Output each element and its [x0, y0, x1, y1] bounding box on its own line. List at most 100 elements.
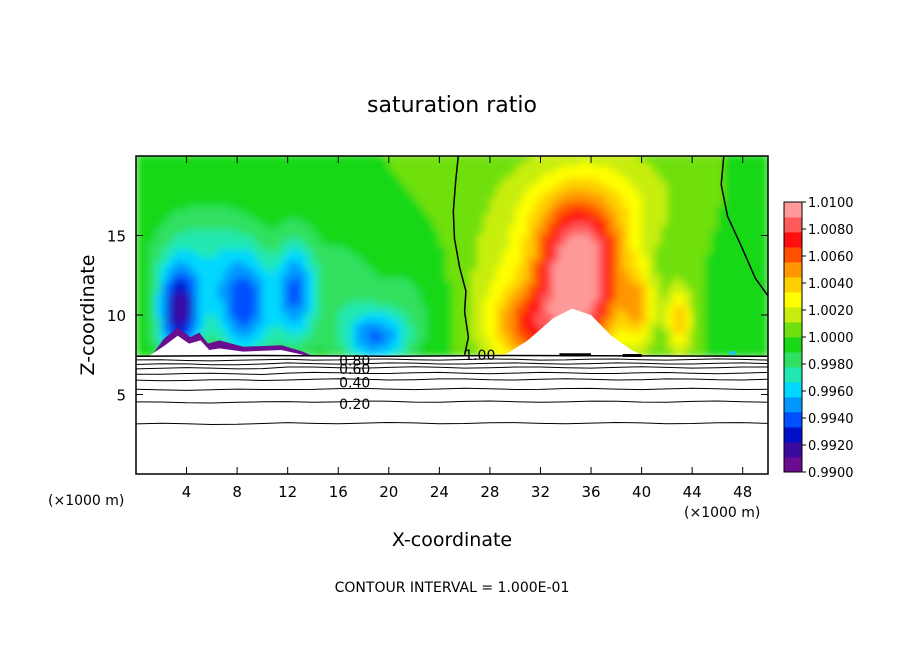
field-cell	[502, 185, 510, 191]
field-cell	[155, 249, 163, 254]
field-cell	[426, 173, 434, 179]
field-cell	[622, 284, 630, 290]
field-cell	[155, 340, 163, 346]
field-cell	[338, 205, 346, 211]
field-cell	[723, 257, 731, 262]
field-cell	[508, 161, 516, 167]
field-cell	[704, 288, 712, 294]
field-cell	[344, 300, 352, 306]
field-cell	[395, 336, 403, 342]
field-cell	[704, 292, 712, 298]
field-cell	[679, 276, 687, 282]
field-cell	[540, 288, 548, 294]
field-cell	[256, 193, 264, 199]
field-cell	[622, 296, 630, 302]
field-cell	[673, 328, 681, 334]
field-cell	[300, 253, 308, 258]
field-cell	[521, 225, 529, 230]
field-cell	[205, 237, 213, 242]
field-cell	[597, 185, 605, 191]
field-cell	[477, 229, 485, 234]
field-cell	[603, 249, 611, 254]
field-cell	[610, 300, 618, 306]
field-cell	[268, 292, 276, 298]
field-cell	[167, 292, 175, 298]
field-cell	[344, 225, 352, 230]
field-cell	[275, 260, 283, 266]
field-cell	[458, 268, 466, 274]
field-cell	[508, 229, 516, 234]
field-cell	[742, 296, 750, 302]
field-cell	[281, 233, 289, 238]
field-cell	[306, 324, 314, 330]
field-cell	[414, 173, 422, 179]
field-cell	[155, 209, 163, 215]
field-cell	[471, 316, 479, 322]
field-cell	[287, 165, 295, 171]
field-cell	[660, 169, 668, 175]
field-cell	[243, 217, 251, 222]
field-cell	[553, 161, 561, 167]
field-cell	[186, 225, 194, 230]
field-cell	[433, 173, 441, 179]
field-cell	[464, 173, 472, 179]
field-cell	[426, 193, 434, 199]
field-cell	[666, 157, 674, 163]
field-cell	[325, 169, 333, 175]
field-cell	[723, 197, 731, 203]
field-cell	[723, 324, 731, 330]
field-cell	[199, 296, 207, 302]
field-cell	[717, 300, 725, 306]
field-cell	[237, 177, 245, 183]
field-cell	[597, 237, 605, 242]
field-cell	[369, 249, 377, 254]
field-cell	[331, 225, 339, 230]
field-cell	[553, 272, 561, 278]
field-cell	[730, 189, 738, 195]
field-cell	[199, 177, 207, 183]
field-cell	[167, 161, 175, 167]
field-cell	[161, 169, 169, 175]
field-cell	[433, 284, 441, 290]
field-cell	[414, 340, 422, 346]
field-cell	[294, 169, 302, 175]
field-cell	[262, 324, 270, 330]
field-cell	[218, 225, 226, 230]
field-cell	[629, 189, 637, 195]
field-cell	[218, 280, 226, 286]
field-cell	[275, 324, 283, 330]
field-cell	[692, 237, 700, 242]
field-cell	[401, 268, 409, 274]
field-cell	[723, 316, 731, 322]
field-cell	[698, 332, 706, 338]
field-cell	[578, 264, 586, 270]
field-cell	[742, 304, 750, 310]
field-cell	[268, 205, 276, 211]
field-cell	[629, 308, 637, 314]
field-cell	[508, 225, 516, 230]
field-cell	[464, 260, 472, 266]
field-cell	[584, 308, 592, 314]
field-cell	[313, 308, 321, 314]
field-cell	[262, 165, 270, 171]
field-cell	[249, 181, 257, 187]
field-cell	[376, 253, 384, 258]
field-cell	[249, 260, 257, 266]
field-cell	[211, 332, 219, 338]
field-cell	[357, 245, 365, 250]
field-cell	[483, 324, 491, 330]
field-cell	[331, 292, 339, 298]
field-cell	[256, 161, 264, 167]
field-cell	[357, 201, 365, 207]
field-cell	[477, 268, 485, 274]
field-cell	[508, 177, 516, 183]
field-cell	[192, 165, 200, 171]
field-cell	[407, 268, 415, 274]
field-cell	[331, 245, 339, 250]
field-cell	[275, 272, 283, 278]
field-cell	[578, 225, 586, 230]
field-cell	[641, 229, 649, 234]
field-cell	[698, 173, 706, 179]
field-cell	[477, 284, 485, 290]
field-cell	[426, 213, 434, 218]
